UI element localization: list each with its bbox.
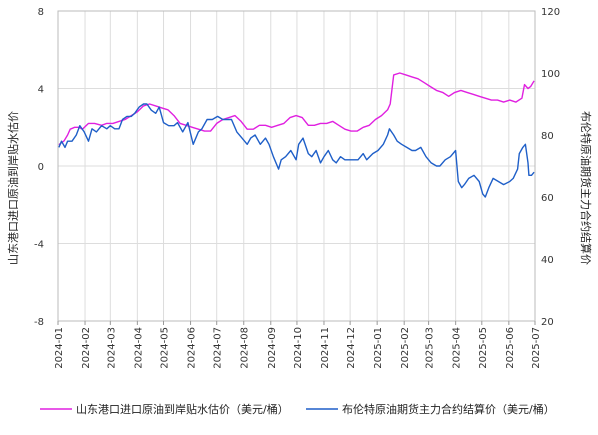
right-y-tick-label: 80 bbox=[541, 131, 554, 142]
x-tick-label: 2024-05 bbox=[160, 327, 171, 369]
left-y-tick-label: 0 bbox=[38, 162, 44, 173]
series-line-brent bbox=[58, 103, 535, 198]
right-y-tick-label: 60 bbox=[541, 193, 554, 204]
right-y-tick-label: 100 bbox=[541, 69, 560, 80]
x-tick-label: 2024-02 bbox=[81, 327, 92, 369]
x-tick-label: 2024-01 bbox=[54, 327, 65, 369]
x-tick-label: 2024-04 bbox=[133, 327, 144, 369]
right-y-axis-title: 布伦特原油期货主力合约结算价 bbox=[579, 111, 593, 265]
x-tick-label: 2024-07 bbox=[213, 327, 224, 369]
legend-label-brent: 布伦特原油期货主力合约结算价（美元/桶） bbox=[342, 402, 555, 416]
right-y-tick-label: 20 bbox=[541, 317, 554, 328]
grid bbox=[57, 10, 536, 322]
series-layer bbox=[58, 72, 535, 198]
x-tick-label: 2024-06 bbox=[187, 327, 198, 369]
left-y-tick-label: 4 bbox=[38, 85, 44, 96]
x-tick-label: 2025-04 bbox=[452, 327, 463, 369]
left-y-axis-title: 山东港口进口原油到岸贴水估价 bbox=[6, 111, 20, 265]
x-tick-label: 2024-03 bbox=[106, 327, 117, 369]
x-tick-label: 2024-09 bbox=[267, 327, 278, 369]
x-tick-label: 2025-06 bbox=[505, 327, 516, 369]
x-tick-label: 2025-02 bbox=[400, 327, 411, 369]
x-tick-label: 2025-03 bbox=[425, 327, 436, 369]
x-tick-label: 2025-01 bbox=[373, 327, 384, 369]
left-y-tick-label: -4 bbox=[34, 240, 44, 251]
right-y-tick-label: 40 bbox=[541, 255, 554, 266]
x-tick-label: 2024-11 bbox=[320, 327, 331, 369]
left-y-tick-label: -8 bbox=[34, 317, 44, 328]
left-y-tick-label: 8 bbox=[38, 7, 44, 18]
x-tick-label: 2024-10 bbox=[293, 327, 304, 369]
legend-label-discount: 山东港口进口原油到岸贴水估价（美元/桶） bbox=[76, 402, 289, 416]
x-tick-label: 2025-05 bbox=[478, 327, 489, 369]
right-y-axis: 20 40 60 80 100 120 bbox=[541, 7, 560, 328]
left-y-axis: -8 -4 0 4 8 bbox=[34, 7, 44, 328]
x-axis: 2024-01 2024-02 2024-03 2024-04 2024-05 2024-… bbox=[54, 321, 542, 369]
x-tick-label: 2024-12 bbox=[346, 327, 357, 369]
legend: 山东港口进口原油到岸贴水估价（美元/桶） 布伦特原油期货主力合约结算价（美元/桶… bbox=[40, 402, 555, 416]
right-y-tick-label: 120 bbox=[541, 7, 560, 18]
x-tick-label: 2025-07 bbox=[531, 327, 542, 369]
x-tick-label: 2024-08 bbox=[240, 327, 251, 369]
